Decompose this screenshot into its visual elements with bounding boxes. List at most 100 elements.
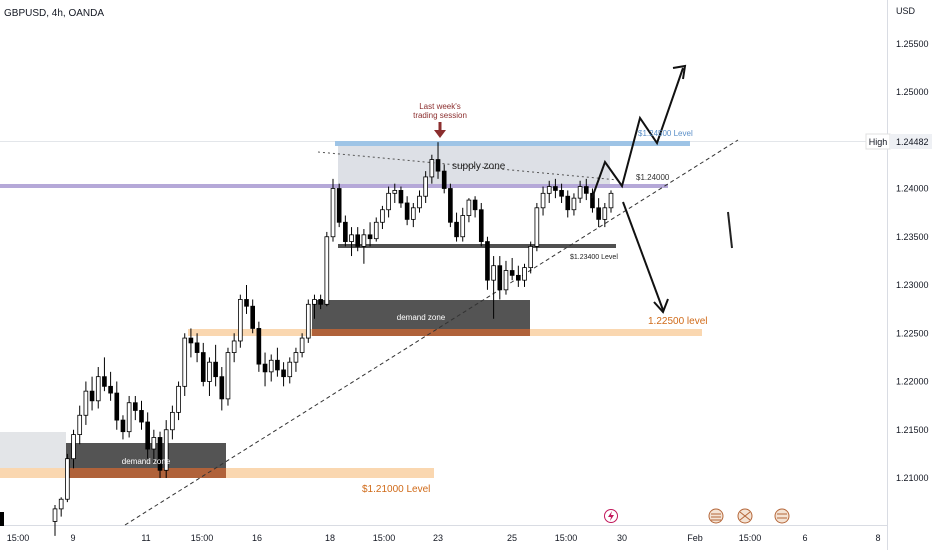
candle[interactable] [367,222,373,247]
candle[interactable] [324,231,330,307]
candle[interactable] [293,347,299,372]
candle-body-down [454,221,459,238]
flag-uk-event-icon[interactable] [737,508,753,524]
lightning-event-icon[interactable] [604,509,618,523]
candle[interactable] [213,344,218,387]
candle[interactable] [404,196,410,226]
candle[interactable] [77,405,83,445]
candle[interactable] [108,371,113,401]
candle[interactable] [244,285,249,314]
candle[interactable] [58,497,64,517]
candle[interactable] [386,186,391,218]
candle[interactable] [281,362,286,387]
candle[interactable] [583,178,589,201]
candle[interactable] [349,227,354,257]
candle[interactable] [95,367,101,409]
candle[interactable] [571,193,577,216]
candle[interactable] [485,236,490,290]
candle[interactable] [238,294,243,348]
candle[interactable] [225,347,231,406]
candle[interactable] [250,299,256,334]
candle[interactable] [497,256,503,300]
candle[interactable] [52,505,58,536]
candle[interactable] [287,357,293,384]
candle[interactable] [275,347,280,377]
candle[interactable] [503,260,509,295]
candle[interactable] [423,171,428,203]
candle[interactable] [509,257,515,281]
candle[interactable] [132,395,138,421]
candle[interactable] [392,183,398,203]
candle[interactable] [256,321,262,372]
candle[interactable] [65,453,70,503]
candle[interactable] [361,229,367,264]
candle[interactable] [466,198,472,223]
candle[interactable] [139,400,144,430]
candle[interactable] [219,367,225,411]
candle[interactable] [441,164,447,194]
candle[interactable] [417,190,422,213]
candle[interactable] [318,294,323,310]
price-scale[interactable] [888,0,932,550]
candle[interactable] [380,205,385,230]
candle[interactable] [299,333,305,358]
candle[interactable] [596,198,601,228]
candle[interactable] [330,178,336,242]
candle[interactable] [435,142,441,179]
candle[interactable] [305,299,311,343]
candle[interactable] [262,352,268,387]
candle[interactable] [89,376,95,411]
candle[interactable] [114,381,120,430]
candle[interactable] [188,328,194,358]
candle[interactable] [83,381,89,425]
candle[interactable] [336,183,342,228]
flag-us-event-icon[interactable] [708,508,724,524]
candle[interactable] [373,217,379,242]
candle[interactable] [540,186,546,216]
candle[interactable] [200,342,206,387]
candle[interactable] [268,354,274,382]
candle[interactable] [491,256,496,319]
candle[interactable] [522,263,527,287]
candle[interactable] [429,154,435,184]
candle[interactable] [410,202,416,228]
candle[interactable] [460,207,466,242]
candle[interactable] [448,183,453,228]
candle[interactable] [472,196,478,218]
candle[interactable] [343,215,348,247]
candle[interactable] [120,415,126,440]
candle[interactable] [546,180,552,203]
candle[interactable] [176,381,181,421]
candle[interactable] [207,357,212,396]
candle[interactable] [398,186,404,208]
flag-eu-event-icon[interactable] [774,508,790,524]
candle[interactable] [577,180,583,203]
candle[interactable] [454,212,459,242]
candle[interactable] [71,429,76,469]
candle[interactable] [126,395,132,438]
candle[interactable] [602,202,608,228]
candle-body-up [491,265,496,281]
candle[interactable] [151,429,157,464]
candle[interactable] [170,405,175,440]
candle[interactable] [534,202,540,252]
candle[interactable] [590,188,595,213]
candle[interactable] [163,420,169,478]
candle[interactable] [157,431,163,478]
candle[interactable] [182,333,188,396]
candle[interactable] [231,333,237,363]
candle[interactable] [355,227,361,252]
candle[interactable] [194,333,200,363]
candle[interactable] [478,202,484,247]
candle[interactable] [559,183,564,203]
candle[interactable] [553,178,558,199]
candle[interactable] [528,241,534,274]
candle[interactable] [565,190,571,218]
candle[interactable] [312,294,317,319]
candle[interactable] [608,190,614,213]
time-tick-label: 15:00 [373,533,396,543]
candle[interactable] [145,412,150,459]
candle[interactable] [102,357,107,392]
candle[interactable] [516,265,521,287]
